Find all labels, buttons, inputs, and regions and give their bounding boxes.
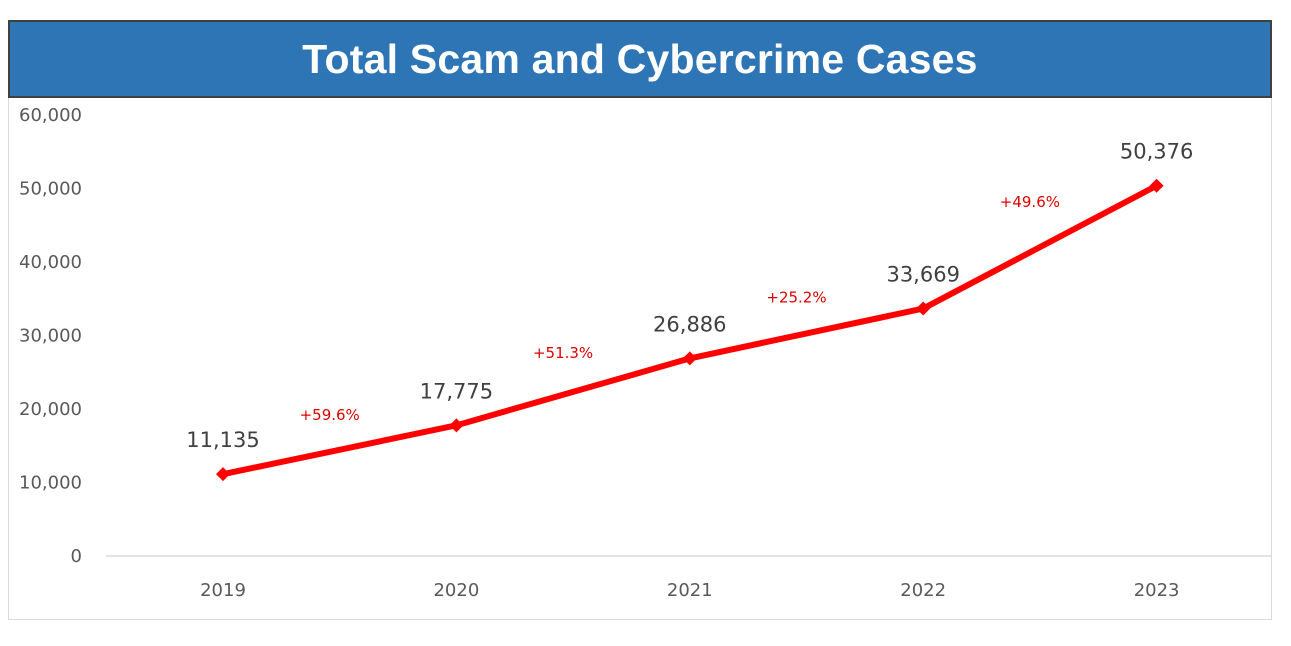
data-labels: 11,135 17,775 26,886 33,669 50,376 bbox=[186, 140, 1193, 452]
data-label: 50,376 bbox=[1120, 140, 1193, 164]
x-tick-label: 2019 bbox=[200, 580, 246, 601]
x-axis: 2019 2020 2021 2022 2023 bbox=[200, 580, 1179, 601]
growth-label: +49.6% bbox=[1000, 193, 1060, 211]
y-tick-label: 50,000 bbox=[19, 179, 82, 200]
y-tick-label: 10,000 bbox=[19, 473, 82, 494]
data-point-marker bbox=[682, 351, 697, 366]
series-total-cases bbox=[216, 178, 1164, 482]
data-label: 33,669 bbox=[886, 263, 959, 287]
x-tick-label: 2022 bbox=[900, 580, 946, 601]
growth-label: +51.3% bbox=[533, 344, 593, 362]
chart-title: Total Scam and Cybercrime Cases bbox=[302, 35, 978, 82]
data-point-marker bbox=[916, 301, 931, 316]
y-tick-label: 0 bbox=[71, 546, 82, 567]
data-point-marker bbox=[216, 467, 230, 482]
data-label: 26,886 bbox=[653, 312, 726, 336]
data-point-marker bbox=[1149, 178, 1164, 193]
y-tick-label: 20,000 bbox=[19, 399, 82, 420]
data-label: 17,775 bbox=[420, 379, 493, 403]
growth-labels: +59.6% +51.3% +25.2% +49.6% bbox=[300, 193, 1060, 424]
y-tick-label: 40,000 bbox=[19, 252, 82, 273]
x-tick-label: 2023 bbox=[1134, 580, 1180, 601]
chart-frame bbox=[8, 20, 1272, 620]
data-point-marker bbox=[449, 418, 464, 433]
y-axis: 0 10,000 20,000 30,000 40,000 50,000 60,000 bbox=[19, 105, 82, 567]
growth-label: +25.2% bbox=[766, 288, 826, 306]
x-tick-label: 2021 bbox=[667, 580, 713, 601]
chart-title-bar: Total Scam and Cybercrime Cases bbox=[8, 20, 1272, 98]
data-label: 11,135 bbox=[186, 428, 259, 452]
y-tick-label: 30,000 bbox=[19, 326, 82, 347]
growth-label: +59.6% bbox=[300, 406, 360, 424]
x-tick-label: 2020 bbox=[433, 580, 479, 601]
y-tick-label: 60,000 bbox=[19, 105, 82, 126]
